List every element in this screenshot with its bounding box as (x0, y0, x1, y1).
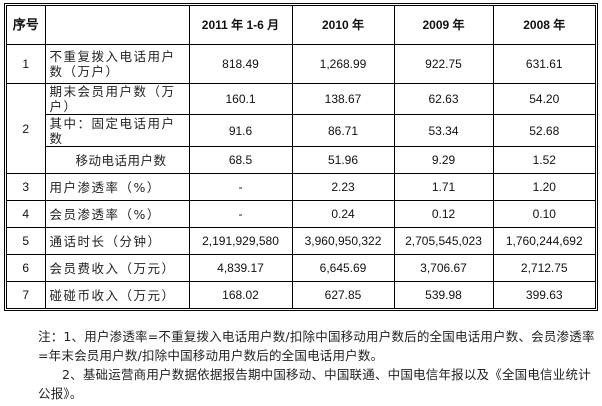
cell-2009: 2,705,545,023 (393, 227, 494, 255)
cell-2011: - (188, 173, 293, 201)
cell-2009: 53.34 (393, 114, 494, 147)
row-label: 不重复拨入电话用户数（万户） (44, 44, 190, 84)
cell-2008: 54.20 (492, 83, 595, 115)
cell-2011: 168.02 (188, 281, 293, 308)
row-label: 期末会员用户数（万户） (44, 83, 190, 115)
cell-2008: 631.61 (492, 44, 595, 84)
cell-2011: 68.5 (188, 146, 293, 174)
table-row: 2 期末会员用户数（万户） 160.1 138.67 62.63 54.20 (7, 83, 595, 174)
statistics-table: 序号 2011 年 1-6 月 2010 年 2009 年 2008 年 1 不… (7, 6, 595, 308)
cell-2011: 91.6 (188, 114, 293, 147)
row-seq: 6 (7, 254, 46, 282)
header-2008: 2008 年 (492, 6, 595, 45)
cell-2009: 1.71 (393, 173, 494, 201)
cell-2010: 627.85 (291, 281, 395, 308)
row-seq: 3 (7, 173, 46, 201)
cell-2011: 160.1 (188, 83, 293, 115)
header-2011: 2011 年 1-6 月 (188, 6, 293, 45)
cell-2008: 1.52 (492, 146, 595, 174)
header-row: 序号 2011 年 1-6 月 2010 年 2009 年 2008 年 (7, 6, 595, 45)
row-label: 碰碰币收入（万元） (44, 281, 190, 308)
row-label: 其中：固定电话用户数 (45, 114, 190, 147)
cell-2008: 1.20 (492, 173, 595, 201)
cell-2010: 3,960,950,322 (291, 227, 395, 255)
cell-2008: 0.10 (492, 200, 595, 228)
cell-2008: 1,760,244,692 (492, 227, 595, 255)
cell-2009: 3,706.67 (393, 254, 494, 282)
header-seq: 序号 (7, 6, 46, 45)
cell-2010: 86.71 (291, 114, 395, 147)
cell-2009: 9.29 (393, 146, 494, 174)
table-notes: 注：1、用户渗透率=不重复拨入电话用户数/扣除中国移动用户数后的全国电话用户数、… (38, 327, 598, 403)
row-seq: 4 (7, 200, 46, 228)
cell-2010: 138.67 (291, 83, 395, 115)
row-label: 通话时长（分钟） (44, 227, 190, 255)
cell-2011: 2,191,929,580 (188, 227, 293, 255)
cell-2010: 6,645.69 (291, 254, 395, 282)
row-label: 移动电话用户数 (45, 146, 190, 174)
table-row: 7 碰碰币收入（万元） 168.02 627.85 539.98 399.63 (7, 281, 595, 308)
row-label: 会员渗透率（%） (44, 200, 190, 228)
row-seq: 1 (7, 44, 46, 84)
table-row: 3 用户渗透率（%） - 2.23 1.71 1.20 (7, 173, 595, 201)
table-row: 其中：固定电话用户数 91.6 86.71 53.34 52.68 (7, 114, 595, 147)
cell-2008: 52.68 (492, 114, 595, 147)
table-row: 移动电话用户数 68.5 51.96 9.29 1.52 (7, 146, 595, 174)
cell-2009: 922.75 (393, 44, 494, 84)
table-row: 6 会员费收入（万元） 4,839.17 6,645.69 3,706.67 2… (7, 254, 595, 282)
cell-2008: 2,712.75 (492, 254, 595, 282)
row-label: 用户渗透率（%） (44, 173, 190, 201)
cell-2008: 399.63 (492, 281, 595, 308)
cell-2009: 62.63 (393, 83, 494, 115)
cell-2011: - (188, 200, 293, 228)
row-label: 会员费收入（万元） (44, 254, 190, 282)
cell-2011: 818.49 (188, 44, 293, 84)
cell-2009: 539.98 (393, 281, 494, 308)
note-1: 注：1、用户渗透率=不重复拨入电话用户数/扣除中国移动用户数后的全国电话用户数、… (38, 329, 595, 363)
header-item (44, 6, 190, 45)
cell-2010: 1,268.99 (291, 44, 395, 84)
row-seq: 5 (7, 227, 46, 255)
note-2: 2、基础运营商用户数据依据报告期中国移动、中国联通、中国电信年报以及《全国电信业… (38, 367, 591, 401)
cell-2010: 2.23 (291, 173, 395, 201)
data-table-container: 序号 2011 年 1-6 月 2010 年 2009 年 2008 年 1 不… (4, 3, 598, 311)
table-row: 4 会员渗透率（%） - 0.24 0.12 0.10 (7, 200, 595, 228)
table-row: 5 通话时长（分钟） 2,191,929,580 3,960,950,322 2… (7, 227, 595, 255)
header-2009: 2009 年 (393, 6, 494, 45)
cell-2010: 51.96 (291, 146, 395, 174)
row-seq: 2 (7, 83, 46, 174)
table-row: 1 不重复拨入电话用户数（万户） 818.49 1,268.99 922.75 … (7, 44, 595, 84)
cell-2010: 0.24 (291, 200, 395, 228)
cell-2009: 0.12 (393, 200, 494, 228)
header-2010: 2010 年 (291, 6, 395, 45)
row-seq: 7 (7, 281, 46, 308)
cell-2011: 4,839.17 (188, 254, 293, 282)
